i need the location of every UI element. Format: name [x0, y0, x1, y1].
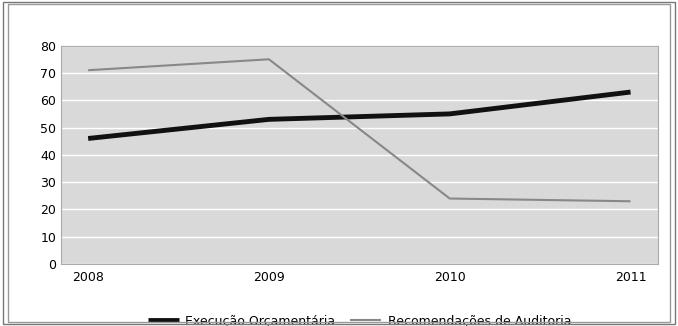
- Execução Orçamentária: [626, 90, 635, 94]
- Recomendações de Auditoria: [445, 197, 454, 200]
- Execução Orçamentária: [84, 137, 92, 141]
- Recomendações de Auditoria: [626, 199, 635, 203]
- Line: Execução Orçamentária: Execução Orçamentária: [88, 92, 631, 139]
- Legend: Execução Orçamentária, Recomendações de Auditoria: Execução Orçamentária, Recomendações de …: [142, 310, 576, 326]
- Recomendações de Auditoria: [84, 68, 92, 72]
- Line: Recomendações de Auditoria: Recomendações de Auditoria: [88, 59, 631, 201]
- Execução Orçamentária: [265, 117, 273, 121]
- Recomendações de Auditoria: [265, 57, 273, 61]
- Execução Orçamentária: [445, 112, 454, 116]
